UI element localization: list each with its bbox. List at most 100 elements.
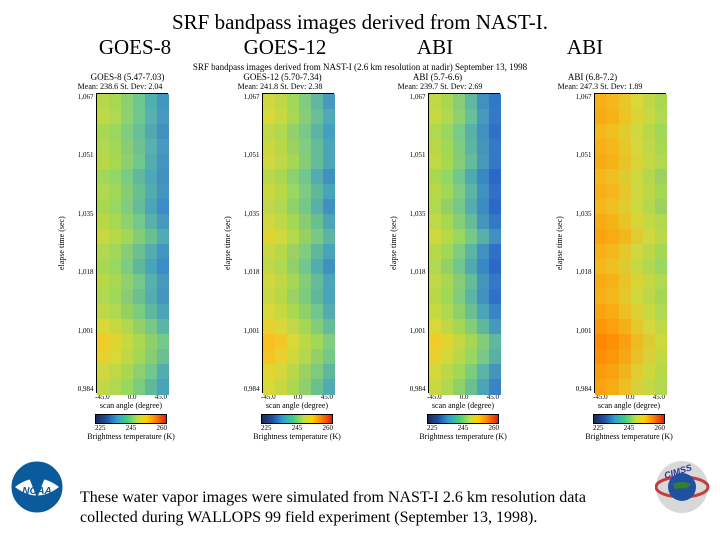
pixel: [607, 379, 620, 395]
pixel: [655, 259, 668, 275]
pixel: [323, 244, 336, 260]
channel-labels: GOES-8 (5.47-7.03) GOES-12 (5.70-7.34) A…: [0, 72, 720, 82]
pixel: [655, 214, 668, 230]
pixel: [441, 124, 454, 140]
stat-0: Mean: 238.6 St. Dev: 2.04: [40, 82, 200, 91]
y-tick: 1,018: [78, 268, 94, 276]
pixel: [323, 169, 336, 185]
pixel: [133, 304, 146, 320]
pixel: [275, 154, 288, 170]
pixel: [109, 274, 122, 290]
pixel: [263, 124, 276, 140]
pixel: [263, 139, 276, 155]
x-axis-label: scan angle (degree): [266, 401, 328, 410]
pixel: [299, 334, 312, 350]
cb-tick: 225: [427, 424, 438, 432]
pixel: [429, 304, 442, 320]
pixel: [441, 154, 454, 170]
pixel: [595, 334, 608, 350]
pixel: [595, 199, 608, 215]
y-tick: 1,035: [78, 210, 94, 218]
pixel: [263, 364, 276, 380]
col-label-0: GOES-8: [60, 35, 210, 60]
pixel: [287, 304, 300, 320]
pixel: [631, 109, 644, 125]
pixel: [631, 334, 644, 350]
pixel: [275, 229, 288, 245]
pixel: [311, 214, 324, 230]
pixel: [287, 349, 300, 365]
y-tick: 1,051: [244, 151, 260, 159]
pixel: [619, 304, 632, 320]
stat-2: Mean: 239.7 St. Dev: 2.69: [360, 82, 520, 91]
pixel: [489, 334, 502, 350]
noaa-logo: NOAA: [10, 460, 65, 520]
pixel: [109, 334, 122, 350]
pixel: [299, 184, 312, 200]
pixel: [109, 94, 122, 110]
pixel: [643, 229, 656, 245]
pixel: [477, 289, 490, 305]
pixel: [263, 184, 276, 200]
pixel: [275, 199, 288, 215]
pixel: [441, 319, 454, 335]
pixel: [595, 274, 608, 290]
pixel: [619, 349, 632, 365]
pixel: [145, 94, 158, 110]
y-tick: 1,067: [576, 93, 592, 101]
pixel: [453, 379, 466, 395]
pixel: [619, 229, 632, 245]
pixel: [97, 274, 110, 290]
pixel: [97, 289, 110, 305]
pixel: [631, 274, 644, 290]
pixel: [323, 379, 336, 395]
pixel: [631, 364, 644, 380]
pixel: [133, 199, 146, 215]
y-tick: 1,018: [244, 268, 260, 276]
cb-tick: 245: [126, 424, 137, 432]
cb-tick: 225: [95, 424, 106, 432]
pixel: [145, 169, 158, 185]
pixel: [453, 274, 466, 290]
cb-tick: 245: [624, 424, 635, 432]
pixel: [275, 244, 288, 260]
pixel: [275, 169, 288, 185]
pixel: [145, 259, 158, 275]
pixel: [157, 229, 170, 245]
colorbar: [261, 414, 333, 424]
pixel: [263, 214, 276, 230]
pixel: [287, 214, 300, 230]
pixel: [465, 364, 478, 380]
y-axis-ticks: 1,0671,0511,0351,0181,0010,984: [564, 93, 594, 393]
pixel: [465, 94, 478, 110]
panel-abi1: elapse time (sec)1,0671,0511,0351,0181,0…: [362, 93, 524, 441]
pixel: [287, 199, 300, 215]
pixel: [121, 244, 134, 260]
pixel: [655, 289, 668, 305]
pixel: [109, 199, 122, 215]
pixel: [607, 349, 620, 365]
pixel: [133, 169, 146, 185]
pixel: [441, 169, 454, 185]
pixel: [299, 379, 312, 395]
pixel: [133, 274, 146, 290]
pixel: [299, 274, 312, 290]
pixel: [275, 379, 288, 395]
pixel: [157, 94, 170, 110]
pixel: [655, 349, 668, 365]
pixel: [299, 169, 312, 185]
pixel: [263, 304, 276, 320]
pixel: [97, 259, 110, 275]
pixel: [595, 229, 608, 245]
cb-tick: 260: [655, 424, 666, 432]
pixel: [145, 274, 158, 290]
pixel: [263, 199, 276, 215]
pixel: [133, 184, 146, 200]
pixel: [453, 304, 466, 320]
pixel: [287, 94, 300, 110]
pixel: [263, 154, 276, 170]
pixel: [287, 319, 300, 335]
pixel: [619, 199, 632, 215]
pixel: [441, 334, 454, 350]
pixel: [323, 124, 336, 140]
